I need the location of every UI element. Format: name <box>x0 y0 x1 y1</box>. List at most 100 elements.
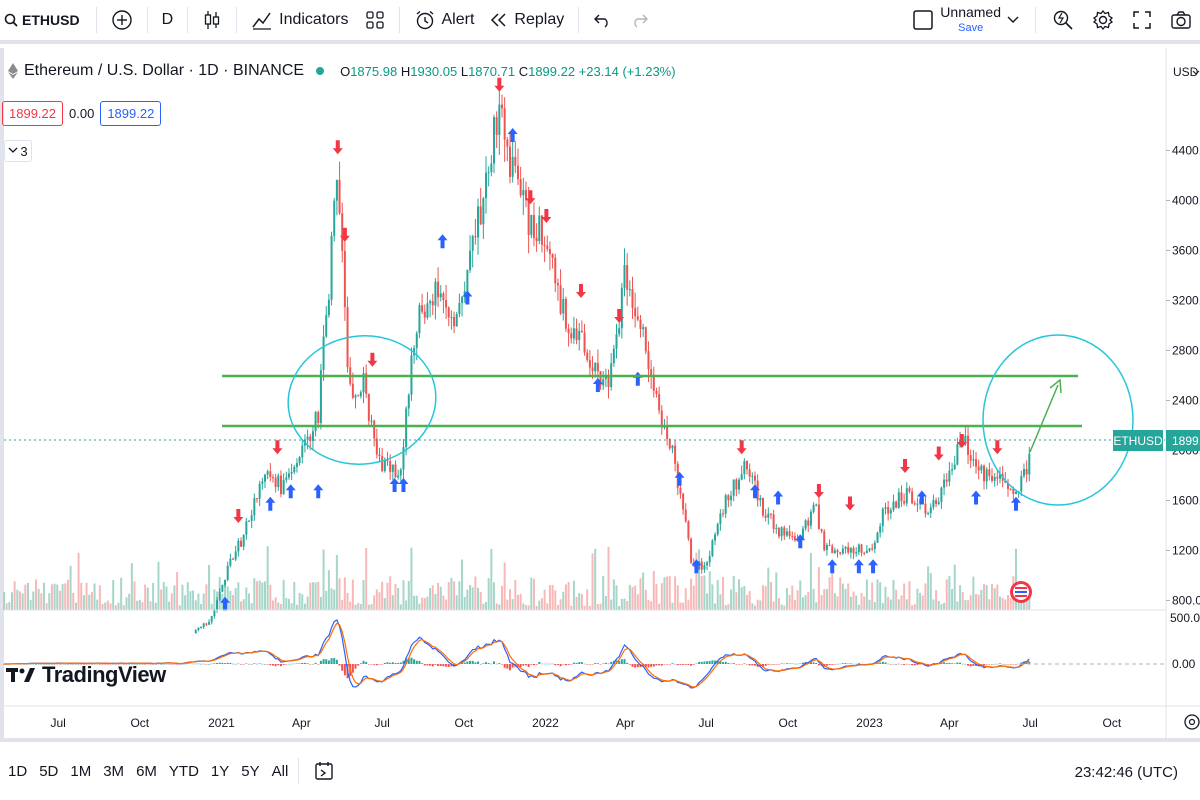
macd-histogram-bar <box>650 664 653 667</box>
alert-button[interactable]: Alert <box>406 2 483 38</box>
volume-bar <box>354 604 357 610</box>
volume-bar <box>945 579 948 610</box>
timeframe-6m-button[interactable]: 6M <box>136 762 157 780</box>
volume-bar <box>578 593 581 610</box>
time-tick-label: 2023 <box>856 716 883 730</box>
price-axis[interactable]: 800.001200.001600.002000.002400.002800.0… <box>1166 144 1200 608</box>
macd-histogram-bar <box>29 663 32 665</box>
templates-button[interactable] <box>357 2 393 38</box>
highlight-ellipse-right[interactable] <box>982 334 1134 506</box>
snapshot-button[interactable] <box>1162 2 1200 38</box>
timeframe-5y-button[interactable]: 5Y <box>241 762 260 780</box>
macd-histogram-bar <box>972 664 975 666</box>
chart-type-button[interactable] <box>194 2 230 38</box>
volume-bar <box>690 578 693 610</box>
time-tick-label: Apr <box>292 716 311 730</box>
volume-bar <box>746 594 749 610</box>
goto-date-button[interactable] <box>305 753 343 789</box>
macd-histogram-bar <box>389 662 392 664</box>
volume-bar <box>873 602 876 610</box>
highlight-ellipse-left[interactable] <box>280 326 444 473</box>
macd-histogram-bar <box>232 663 235 665</box>
compare-button[interactable] <box>103 2 141 38</box>
macd-histogram-bar <box>405 658 408 664</box>
candle-body <box>991 475 994 481</box>
volume-bar <box>261 582 264 610</box>
legend-title[interactable]: Ethereum / U.S. Dollar · 1D · BINANCE <box>24 62 305 79</box>
undo-button[interactable] <box>585 2 621 38</box>
timeframe-3m-button[interactable]: 3M <box>103 762 125 780</box>
macd-histogram-bar <box>101 664 104 665</box>
timeframe-1d-button[interactable]: 1D <box>8 762 28 780</box>
projection-arrow[interactable] <box>1029 384 1059 453</box>
volume-bar <box>378 592 381 610</box>
replay-button[interactable]: Replay <box>482 2 572 38</box>
candle-body <box>487 171 490 173</box>
candle-body <box>495 117 498 135</box>
volume-bar <box>793 599 796 610</box>
axis-settings-gear-icon[interactable] <box>1184 714 1200 730</box>
timeframe-5d-button[interactable]: 5D <box>39 762 59 780</box>
macd-histogram-bar <box>948 662 951 664</box>
candle-body <box>895 501 898 508</box>
macd-histogram-bar <box>421 663 424 664</box>
sell-signal-arrow-icon <box>367 352 378 367</box>
indicators-toggle-button[interactable]: 3 <box>4 140 32 162</box>
candle-body <box>812 504 815 512</box>
chart-legend: Ethereum / U.S. Dollar · 1D · BINANCE O1… <box>8 62 676 80</box>
layout-button[interactable]: Unnamed Save <box>904 2 1027 38</box>
volume-bar <box>921 595 924 610</box>
macd-histogram-bar <box>122 664 125 665</box>
timeframe-1m-button[interactable]: 1M <box>70 762 92 780</box>
volume-bar <box>612 579 615 610</box>
candle-body <box>335 180 338 201</box>
interval-button[interactable]: D <box>154 2 182 38</box>
macd-histogram-bar <box>338 664 341 666</box>
macd-histogram-bar <box>698 661 701 664</box>
macd-histogram-bar <box>362 660 365 664</box>
buy-signal-arrow-icon <box>592 378 603 392</box>
macd-histogram-bar <box>253 663 256 664</box>
settings-button[interactable] <box>1084 2 1122 38</box>
macd-histogram-bar <box>953 663 956 664</box>
buy-button[interactable]: 1899.22 <box>100 101 162 126</box>
candle-body <box>522 190 525 196</box>
currency-label[interactable]: USD <box>1173 65 1199 79</box>
timeframe-all-button[interactable]: All <box>271 762 289 780</box>
candle-body <box>953 464 956 470</box>
volume-bar <box>567 581 570 610</box>
macd-histogram-bar <box>114 664 117 665</box>
volume-bar <box>663 577 666 610</box>
tradingview-logo[interactable]: TradingView <box>6 662 166 688</box>
macd-histogram-bar <box>141 664 144 665</box>
volume-bar <box>407 581 410 610</box>
indicators-button[interactable]: Indicators <box>243 2 356 38</box>
volume-bar <box>16 589 19 610</box>
candle-body <box>578 330 581 341</box>
volume-bar <box>234 588 237 610</box>
volume-bar <box>724 605 727 610</box>
price-chart[interactable]: 800.001200.001600.002000.002400.002800.0… <box>0 48 1200 738</box>
fullscreen-button[interactable] <box>1124 2 1160 38</box>
save-link[interactable]: Save <box>958 22 984 34</box>
volume-bar <box>881 603 884 610</box>
volume-bar <box>636 594 639 610</box>
lightning-search-icon <box>1053 10 1073 30</box>
candle-body <box>751 475 754 477</box>
utc-clock[interactable]: 23:42:46 (UTC) <box>1074 764 1178 781</box>
quick-search-button[interactable] <box>1044 2 1082 38</box>
top-toolbar: ETHUSD D Indicators Alert Replay <box>0 0 1200 44</box>
timeframe-ytd-button[interactable]: YTD <box>168 762 199 780</box>
macd-histogram-bar <box>453 664 456 667</box>
sell-button[interactable]: 1899.22 <box>2 101 63 126</box>
macd-histogram-bar <box>474 662 477 664</box>
symbol-search-button[interactable]: ETHUSD <box>0 12 90 28</box>
macd-histogram-bar <box>841 663 844 664</box>
economic-event-flag-icon[interactable] <box>1010 581 1032 603</box>
redo-button[interactable] <box>621 2 657 38</box>
timeframe-1y-button[interactable]: 1Y <box>210 762 230 780</box>
time-axis[interactable]: Jul Oct 2021 Apr Jul Oct 2022 Apr Jul Oct 2023 Apr J… <box>50 716 1121 730</box>
volume-bar <box>1020 602 1023 610</box>
volume-bar <box>556 604 559 610</box>
candle-body <box>833 550 836 554</box>
